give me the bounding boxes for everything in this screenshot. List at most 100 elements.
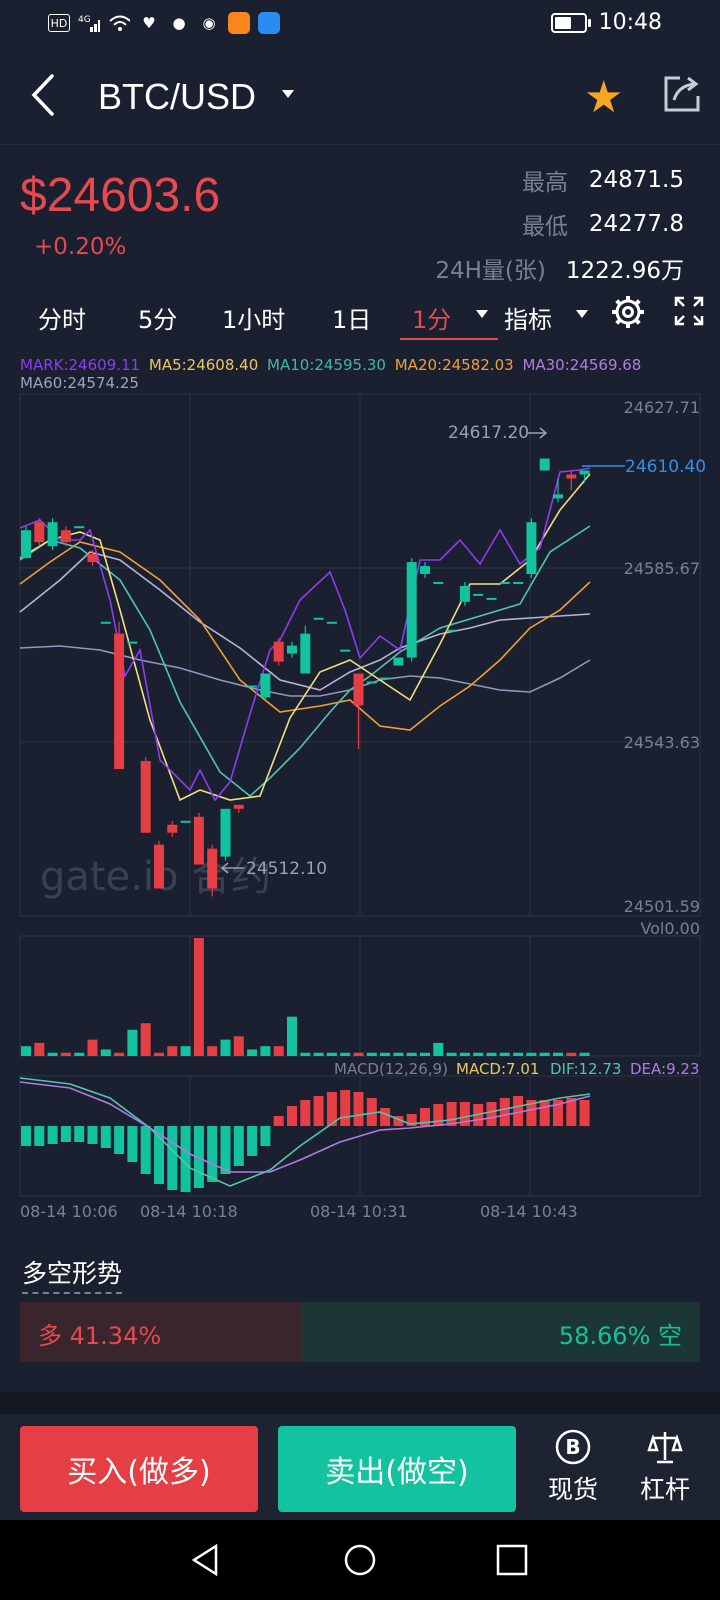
candle xyxy=(140,761,151,833)
dea-line xyxy=(19,1081,591,1173)
leverage-button[interactable]: 杠杆 xyxy=(630,1424,700,1506)
price-stats: 最高 24871.5 最低 24277.8 24H量(张) 1222.96万 xyxy=(404,158,684,290)
bitcoin-icon: B xyxy=(555,1429,591,1465)
candle xyxy=(473,593,484,596)
macd-bar xyxy=(513,1096,524,1126)
volume-bar xyxy=(220,1039,231,1056)
chevron-down-icon[interactable] xyxy=(576,310,588,318)
tab-1hour[interactable]: 1小时 xyxy=(222,306,286,334)
pair-title[interactable]: BTC/USD xyxy=(98,76,257,117)
macd-bar xyxy=(406,1114,417,1126)
chevron-down-icon[interactable] xyxy=(282,90,294,98)
volume-bar xyxy=(313,1052,324,1056)
macd-bar xyxy=(154,1126,164,1184)
ma30-value: MA30:24569.68 xyxy=(522,356,642,374)
candle xyxy=(114,633,125,770)
macd-bar xyxy=(273,1116,284,1126)
candle xyxy=(21,530,31,559)
chevron-down-icon[interactable] xyxy=(476,310,488,318)
ma30-line xyxy=(19,551,591,691)
back-nav-icon[interactable] xyxy=(188,1542,224,1578)
volume-bar xyxy=(579,1052,590,1056)
candle xyxy=(47,522,58,547)
candle xyxy=(579,470,590,475)
macd-bar xyxy=(340,1090,351,1126)
chart-grid xyxy=(19,393,701,1197)
candle xyxy=(154,844,164,889)
gear-icon[interactable] xyxy=(610,294,646,330)
buy-long-button[interactable]: 买入(做多) xyxy=(20,1426,258,1512)
ma20-value: MA20:24582.03 xyxy=(394,356,514,374)
candle xyxy=(193,816,204,865)
fullscreen-icon[interactable] xyxy=(674,296,704,326)
candle xyxy=(180,820,191,823)
high-price-marker: 24617.20 xyxy=(448,423,529,443)
candle xyxy=(60,530,71,543)
star-icon[interactable]: ★ xyxy=(584,72,624,123)
volume-bar xyxy=(486,1052,497,1056)
volume-bar xyxy=(539,1052,550,1056)
macd-bar xyxy=(87,1126,98,1144)
macd-bar xyxy=(366,1098,377,1126)
share-icon[interactable] xyxy=(660,72,704,116)
macd-bar xyxy=(459,1102,470,1126)
time-label-1: 08-14 10:06 xyxy=(20,1202,118,1221)
spot-button[interactable]: B 现货 xyxy=(538,1424,608,1506)
short-ratio: 58.66% 空 xyxy=(558,1322,682,1350)
low-value: 24277.8 xyxy=(588,211,684,237)
macd-bar xyxy=(260,1126,271,1146)
macd-bar xyxy=(446,1102,457,1126)
macd-bar xyxy=(539,1100,550,1126)
candle xyxy=(553,494,563,499)
macd-bar xyxy=(74,1126,85,1142)
volume-bar xyxy=(100,1049,111,1056)
time-label-4: 08-14 10:43 xyxy=(480,1202,578,1221)
home-nav-icon[interactable] xyxy=(342,1542,378,1578)
volume-bar xyxy=(300,1052,311,1056)
long-ratio-bar: 多 41.34% xyxy=(20,1302,302,1362)
back-arrow-icon[interactable] xyxy=(26,70,66,120)
volume-bar xyxy=(340,1052,351,1056)
lightbulb-app-icon xyxy=(258,12,280,34)
macd-bar xyxy=(287,1106,297,1126)
volume-value: 1222.96万 xyxy=(565,258,684,284)
tab-1day[interactable]: 1日 xyxy=(332,306,372,334)
candle xyxy=(326,621,337,624)
ma5-value: MA5:24608.40 xyxy=(148,356,259,374)
battery-icon xyxy=(550,12,591,33)
tab-indicators[interactable]: 指标 xyxy=(504,306,552,334)
volume-bar xyxy=(393,1052,404,1056)
price-change: +0.20% xyxy=(34,234,127,260)
volume-bar xyxy=(127,1029,138,1056)
volume-bar xyxy=(154,1052,164,1056)
recents-nav-icon[interactable] xyxy=(494,1542,530,1578)
kline-chart[interactable]: gate.io 合约 24627.71 24585.67 24543.63 24… xyxy=(0,0,720,1230)
header: BTC/USD ★ xyxy=(0,48,720,145)
sell-short-button[interactable]: 卖出(做空) xyxy=(278,1426,516,1512)
ma60-value: MA60:24574.25 xyxy=(20,374,139,392)
ma20-line xyxy=(19,541,591,731)
candle xyxy=(499,581,510,584)
macd-bar xyxy=(47,1126,58,1144)
mark-line xyxy=(19,467,591,802)
volume-bar xyxy=(380,1052,391,1056)
tab-timeshare[interactable]: 分时 xyxy=(38,306,86,334)
tab-5min[interactable]: 5分 xyxy=(138,306,178,334)
ma-lines xyxy=(19,467,591,802)
volume-bar xyxy=(499,1052,510,1056)
macd-bar xyxy=(114,1126,125,1154)
candle xyxy=(87,554,98,563)
clock: 10:48 xyxy=(598,10,662,35)
dif-line xyxy=(19,1077,591,1187)
short-ratio-bar: 58.66% 空 xyxy=(301,1302,700,1362)
macd-bar xyxy=(313,1096,324,1126)
active-tab-indicator xyxy=(400,338,498,340)
candle xyxy=(220,808,231,857)
tab-1min[interactable]: 1分 xyxy=(412,306,452,334)
macd-bar xyxy=(526,1100,537,1126)
volume-bar xyxy=(459,1052,470,1056)
candle xyxy=(539,458,550,471)
current-price: $24603.6 xyxy=(20,169,221,222)
arrow-right-icon xyxy=(528,427,548,439)
volume-bar xyxy=(233,1036,244,1056)
